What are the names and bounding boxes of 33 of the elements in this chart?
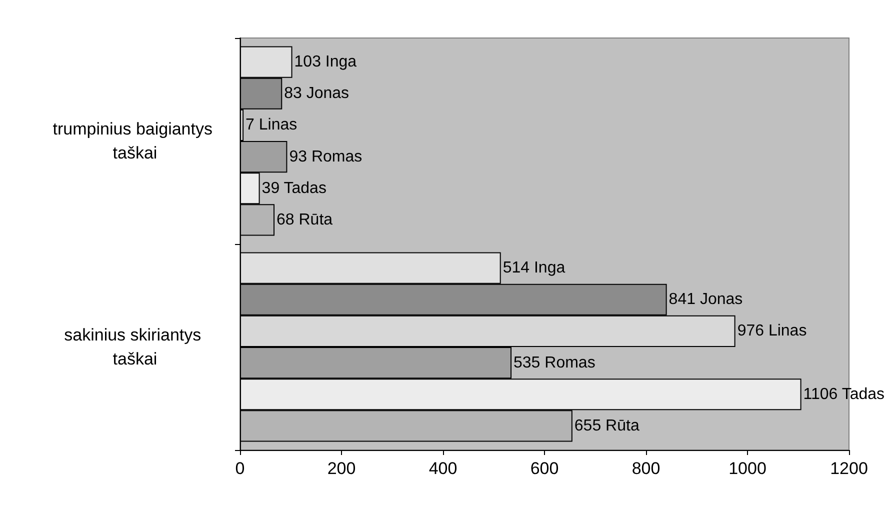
x-tick-label: 1200 — [830, 459, 868, 478]
data-label: 103 — [294, 54, 322, 71]
y-tick-label: sakinius skiriantys taškai — [64, 326, 206, 368]
y-tick-label: trumpinius baigiantys taškai — [52, 120, 218, 162]
text: Inga — [320, 54, 357, 71]
x-tick-label: 400 — [428, 459, 458, 478]
x-tick-label: 200 — [327, 459, 356, 478]
x-tick-label: 600 — [530, 459, 559, 478]
series-label: Rūta — [294, 211, 333, 228]
data-label: 514 — [502, 260, 530, 277]
text: Tadas — [842, 386, 885, 403]
series-label: Linas — [254, 116, 298, 134]
series-label: Tadas — [280, 180, 326, 197]
data-label: 655 — [574, 417, 602, 434]
data-label: 83 — [284, 85, 302, 102]
data-label: 68 — [276, 211, 294, 228]
data-label: 976 — [737, 322, 764, 340]
data-label: 7 — [246, 116, 255, 134]
series-label: Romas — [306, 148, 362, 166]
x-tick-label: 800 — [632, 459, 660, 478]
data-label: 93 — [289, 148, 308, 166]
x-tick-label: 1000 — [728, 459, 766, 478]
text: Romas — [544, 354, 596, 372]
data-label: 841 — [668, 291, 696, 308]
data-label: 1106 — [803, 386, 838, 403]
x-tick-label: 0 — [235, 459, 245, 478]
text: Rūta — [606, 417, 640, 434]
series-label: Jonas — [302, 85, 350, 102]
text: Linas — [768, 322, 807, 340]
data-label: 535 — [514, 354, 540, 372]
text: Inga — [534, 260, 566, 277]
text: Jonas — [700, 291, 743, 308]
data-label: 39 — [262, 180, 280, 197]
